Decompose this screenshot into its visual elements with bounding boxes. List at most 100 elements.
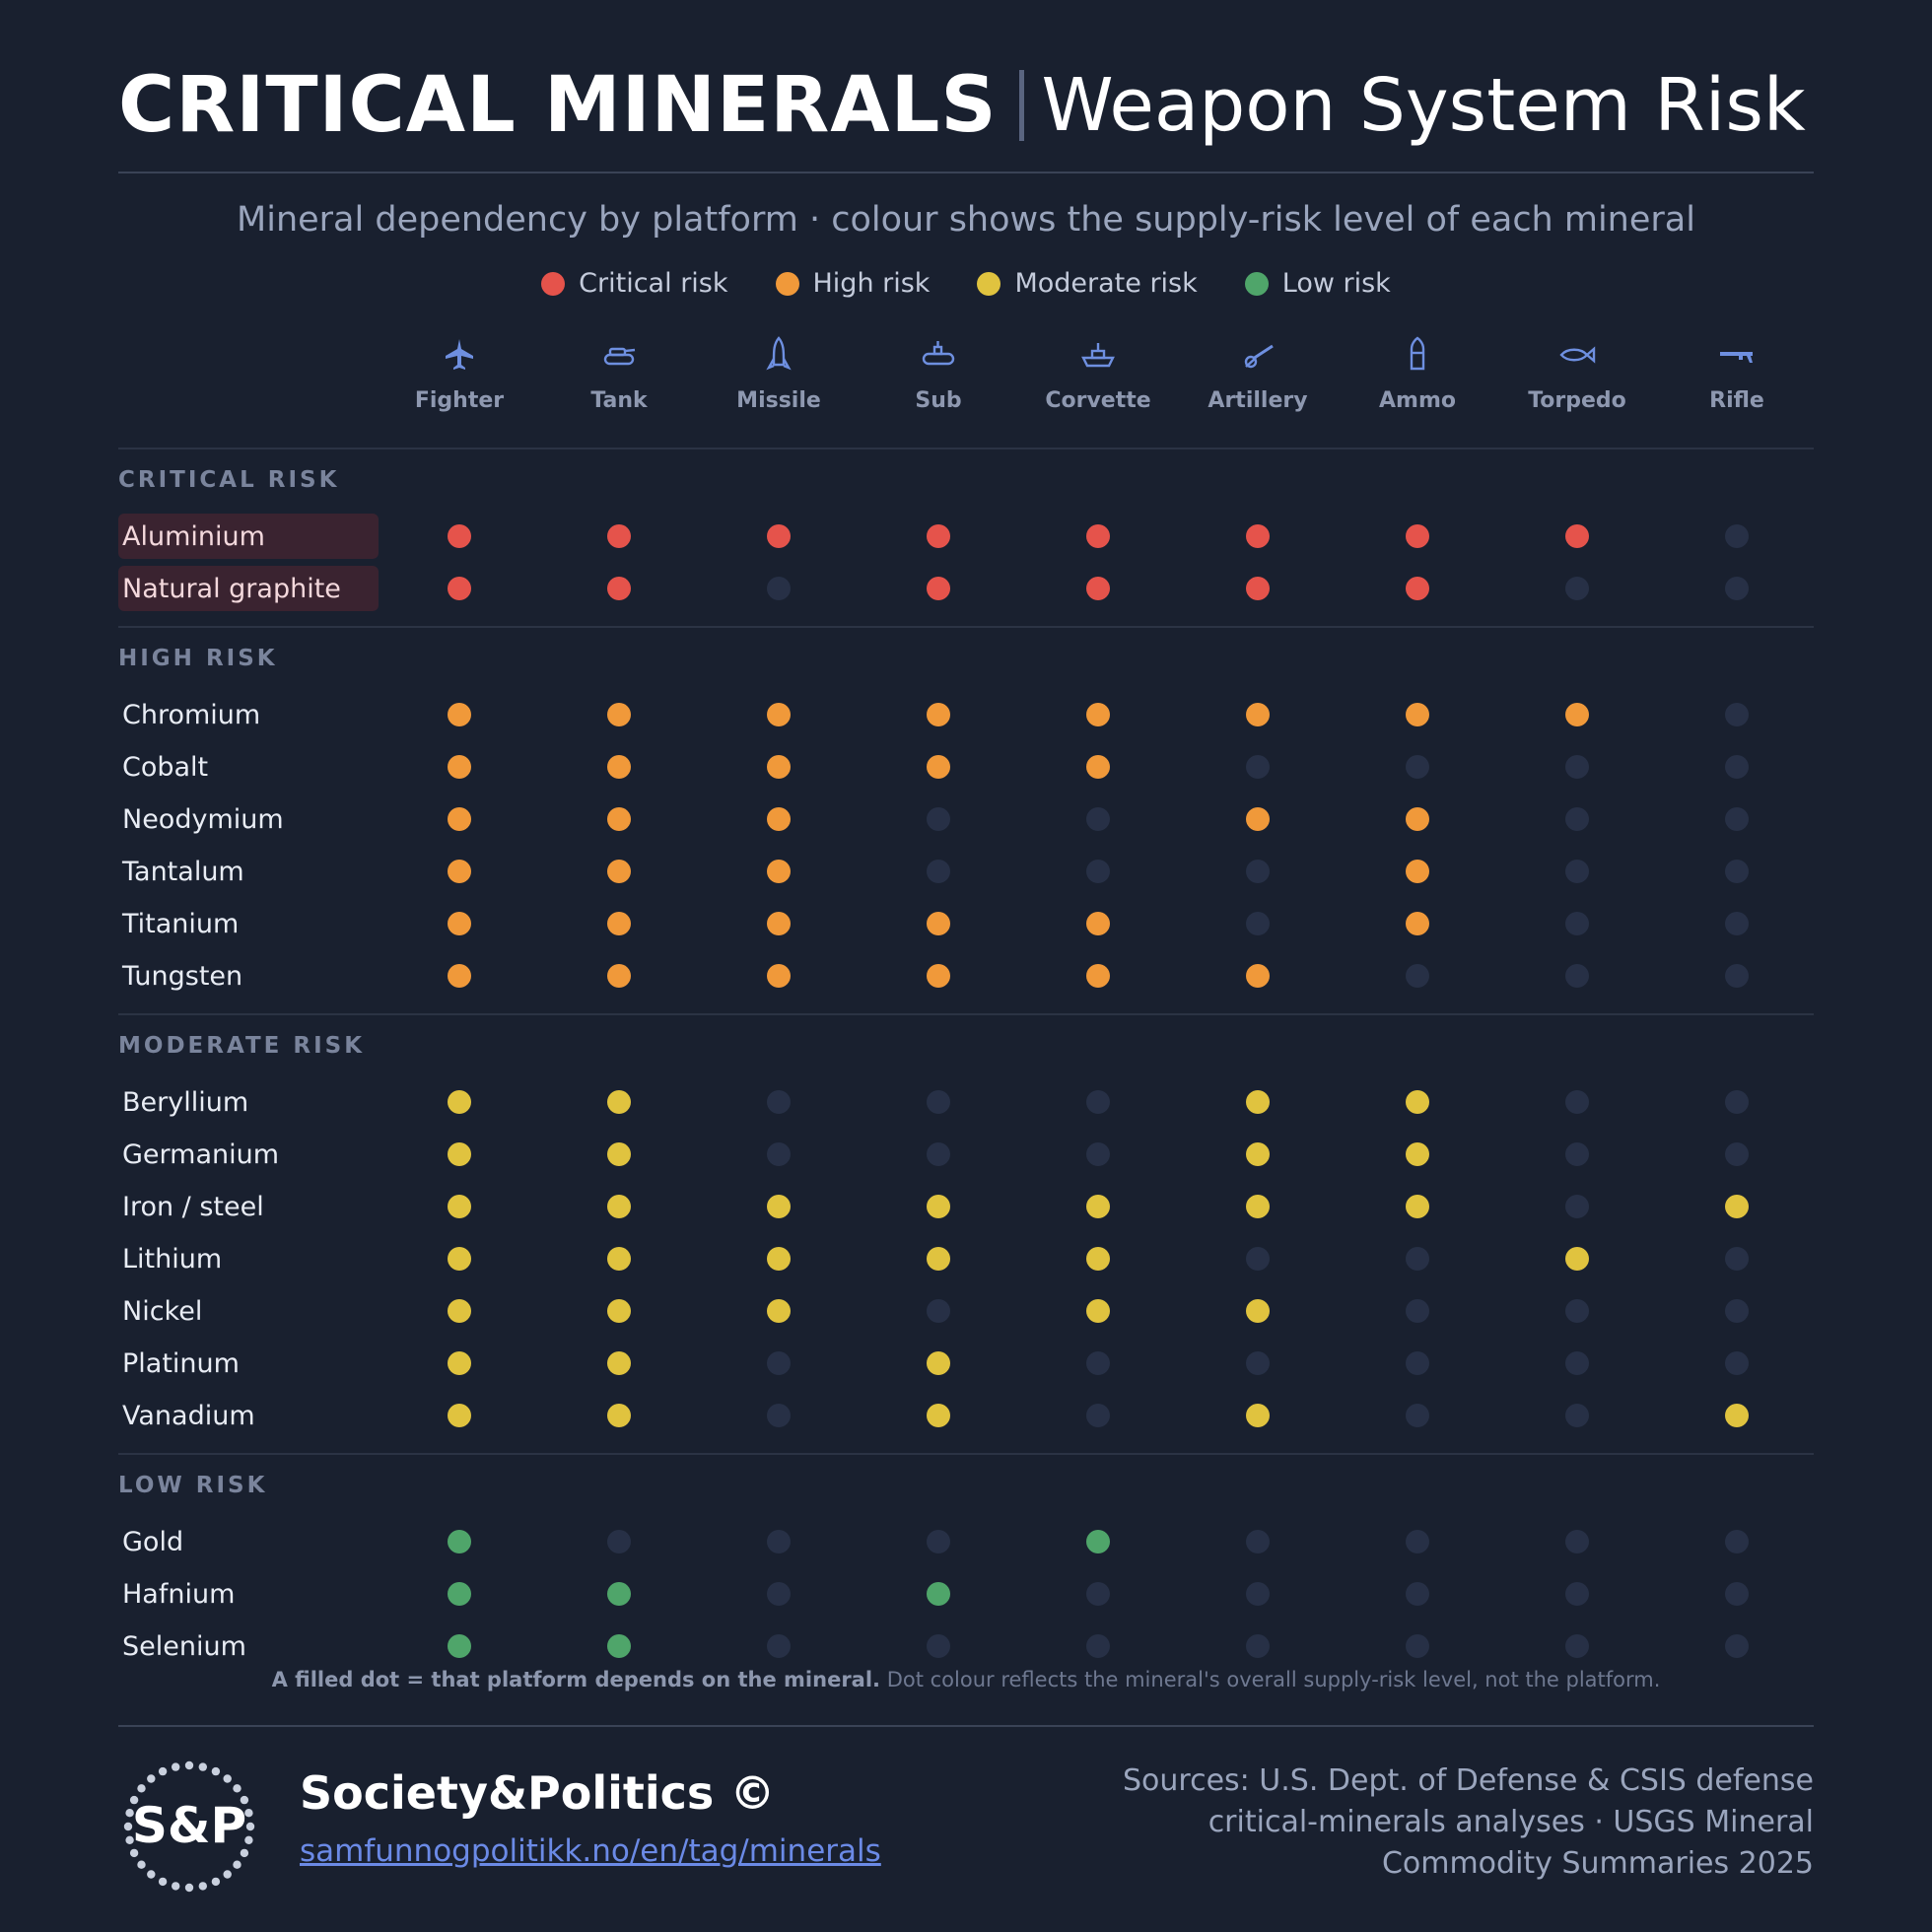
section-label-high: HIGH RISK [118, 646, 278, 671]
no-dependency-dot [1086, 1142, 1110, 1166]
dependency-dot-critical [1406, 524, 1429, 548]
no-dependency-dot [1246, 1582, 1270, 1606]
dependency-dot-high [767, 807, 791, 831]
dependency-dot-moderate [1246, 1090, 1270, 1114]
no-dependency-dot [1406, 1351, 1429, 1375]
dependency-dot-moderate [1406, 1195, 1429, 1218]
column-header-artillery: Artillery [1179, 335, 1337, 413]
column-label: Artillery [1208, 388, 1308, 413]
no-dependency-dot [1565, 1582, 1589, 1606]
dependency-dot-moderate [607, 1404, 631, 1427]
dependency-dot-critical [767, 524, 791, 548]
no-dependency-dot [1725, 1299, 1749, 1323]
column-label: Fighter [414, 388, 505, 413]
no-dependency-dot [1565, 577, 1589, 600]
dependency-dot-high [1086, 964, 1110, 988]
tank-icon [603, 347, 636, 366]
column-label: Torpedo [1528, 388, 1626, 413]
mineral-label: Beryllium [122, 1086, 249, 1118]
no-dependency-dot [1246, 1351, 1270, 1375]
no-dependency-dot [1565, 1530, 1589, 1553]
no-dependency-dot [1086, 1351, 1110, 1375]
mineral-label: Lithium [122, 1243, 223, 1275]
dependency-dot-critical [1086, 577, 1110, 600]
no-dependency-dot [1246, 1530, 1270, 1553]
dependency-dot-high [1406, 807, 1429, 831]
legend-item-high: High risk [775, 268, 930, 299]
no-dependency-dot [1086, 1582, 1110, 1606]
dependency-dot-low [1086, 1530, 1110, 1553]
column-header-sub: Sub [860, 335, 1017, 413]
no-dependency-dot [927, 860, 950, 883]
no-dependency-dot [767, 1090, 791, 1114]
no-dependency-dot [767, 1142, 791, 1166]
no-dependency-dot [1565, 1404, 1589, 1427]
dependency-dot-low [927, 1582, 950, 1606]
dependency-dot-high [1406, 703, 1429, 726]
mineral-label: Natural graphite [118, 566, 379, 611]
no-dependency-dot [1725, 964, 1749, 988]
no-dependency-dot [1406, 964, 1429, 988]
no-dependency-dot [1565, 1195, 1589, 1218]
dependency-dot-low [607, 1582, 631, 1606]
dependency-dot-high [767, 755, 791, 779]
dependency-dot-moderate [448, 1142, 471, 1166]
section-rule [118, 1453, 1814, 1455]
no-dependency-dot [1406, 1634, 1429, 1658]
dependency-dot-critical [1246, 577, 1270, 600]
dependency-dot-moderate [767, 1195, 791, 1218]
dependency-dot-high [607, 860, 631, 883]
dependency-dot-moderate [767, 1247, 791, 1271]
no-dependency-dot [1565, 755, 1589, 779]
title: CRITICAL MINERALS Weapon System Risk [118, 51, 1806, 160]
mineral-label: Germanium [122, 1138, 280, 1170]
dependency-dot-moderate [927, 1195, 950, 1218]
dependency-dot-moderate [767, 1299, 791, 1323]
section-rule [118, 1013, 1814, 1015]
no-dependency-dot [1086, 1634, 1110, 1658]
dependency-dot-moderate [607, 1299, 631, 1323]
no-dependency-dot [1246, 912, 1270, 935]
dependency-dot-moderate [1086, 1195, 1110, 1218]
mineral-label: Vanadium [122, 1400, 255, 1431]
dependency-dot-high [607, 703, 631, 726]
mineral-label: Platinum [122, 1347, 240, 1379]
dependency-dot-high [927, 964, 950, 988]
legend-dot-high [775, 271, 799, 296]
no-dependency-dot [1565, 964, 1589, 988]
dependency-dot-critical [448, 524, 471, 548]
legend-label: Moderate risk [1014, 268, 1198, 299]
footer-rule [118, 1725, 1814, 1727]
title-sub: Weapon System Risk [1041, 63, 1806, 148]
no-dependency-dot [1406, 1404, 1429, 1427]
dependency-dot-low [448, 1530, 471, 1553]
no-dependency-dot [767, 1404, 791, 1427]
no-dependency-dot [1246, 860, 1270, 883]
mineral-label: Titanium [122, 908, 240, 939]
section-label-critical: CRITICAL RISK [118, 467, 340, 493]
dependency-dot-moderate [448, 1351, 471, 1375]
legend-dot-critical [541, 271, 566, 296]
ship-icon [1081, 343, 1115, 368]
legend-item-moderate: Moderate risk [977, 268, 1198, 299]
legend-label: Critical risk [579, 268, 728, 299]
no-dependency-dot [1725, 912, 1749, 935]
no-dependency-dot [1406, 1247, 1429, 1271]
column-header-fighter: Fighter [380, 335, 538, 413]
brand-link[interactable]: samfunnogpolitikk.no/en/tag/minerals [300, 1833, 881, 1869]
dependency-dot-moderate [1725, 1404, 1749, 1427]
dependency-dot-moderate [448, 1195, 471, 1218]
no-dependency-dot [1725, 1530, 1749, 1553]
mineral-label: Neodymium [122, 803, 284, 835]
no-dependency-dot [1086, 860, 1110, 883]
dependency-dot-moderate [448, 1404, 471, 1427]
no-dependency-dot [1725, 524, 1749, 548]
submarine-icon [922, 341, 955, 366]
mineral-label: Iron / steel [122, 1191, 264, 1222]
no-dependency-dot [767, 577, 791, 600]
no-dependency-dot [927, 1299, 950, 1323]
section-label-low: LOW RISK [118, 1473, 268, 1498]
dependency-dot-high [1246, 964, 1270, 988]
no-dependency-dot [767, 1530, 791, 1553]
no-dependency-dot [1725, 1142, 1749, 1166]
